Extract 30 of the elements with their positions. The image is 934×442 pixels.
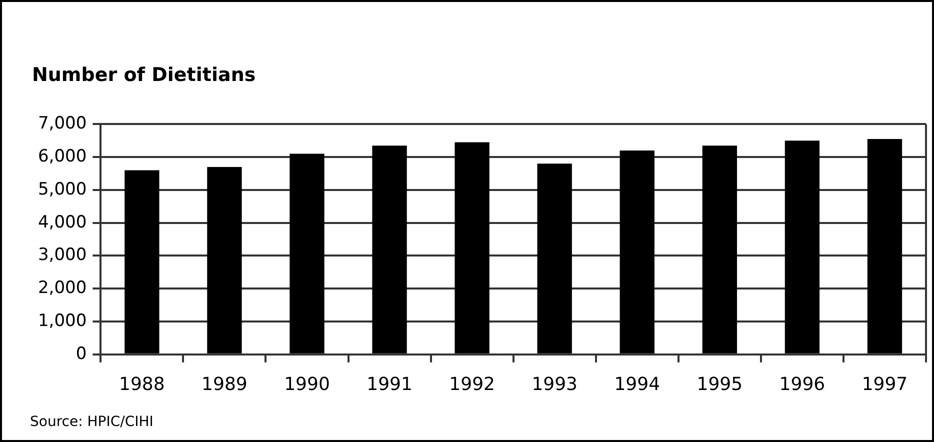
bar — [372, 146, 407, 354]
y-tick-label: 5,000 — [38, 179, 87, 200]
y-tick-label: 7,000 — [38, 114, 87, 134]
y-tick-label: 2,000 — [38, 278, 87, 298]
y-tick-label: 3,000 — [38, 245, 87, 266]
bar — [784, 140, 820, 354]
y-tick-label: 4,000 — [38, 212, 87, 232]
x-tick-label: 1989 — [202, 374, 248, 395]
x-tick-label: 1996 — [779, 374, 826, 395]
bar — [290, 154, 324, 354]
x-tick-label: 1994 — [614, 374, 660, 395]
source-note: Source: HPIC/CIHI — [30, 414, 154, 430]
x-tick-label: 1992 — [449, 374, 495, 395]
y-tick-label: 1,000 — [38, 310, 87, 331]
bar — [867, 139, 902, 354]
bar — [702, 146, 737, 354]
x-tick-label: 1997 — [862, 374, 908, 395]
x-tick-label: 1990 — [284, 374, 330, 395]
y-tick-label: 0 — [76, 344, 87, 364]
y-tick-label: 6,000 — [38, 146, 87, 167]
bar — [620, 150, 654, 354]
bar — [207, 166, 242, 354]
bar — [124, 170, 160, 354]
chart-title: Number of Dietitians — [32, 64, 256, 86]
x-tick-label: 1988 — [119, 374, 165, 395]
x-tick-label: 1993 — [532, 374, 578, 395]
bar — [537, 164, 572, 354]
x-tick-label: 1991 — [366, 374, 412, 395]
bar — [454, 142, 490, 354]
x-tick-label: 1995 — [696, 374, 743, 395]
